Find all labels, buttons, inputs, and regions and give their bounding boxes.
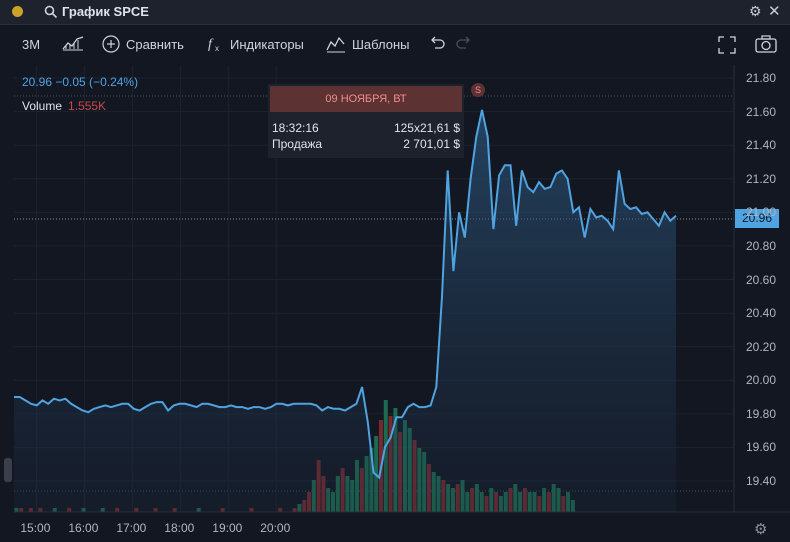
y-axis-label: 20.00 [746, 373, 777, 388]
fullscreen-button[interactable] [718, 36, 736, 54]
y-axis-label: 21.40 [746, 138, 777, 153]
scroll-handle[interactable] [4, 458, 12, 482]
undo-icon [431, 36, 445, 49]
close-icon[interactable]: ✕ [768, 3, 781, 20]
y-axis-label: 20.20 [746, 339, 777, 354]
area-chart-icon [62, 36, 84, 51]
redo-icon [456, 36, 470, 49]
price-legend: 20.96 −0.05 (−0.24%) [22, 75, 139, 89]
plus-circle-icon [102, 35, 120, 53]
redo-button[interactable] [456, 36, 472, 50]
compare-label: Сравнить [126, 36, 184, 52]
tooltip-date: 09 НОЯБРЯ, ВТ [270, 86, 462, 112]
x-axis-label: 19:00 [212, 521, 243, 535]
indicators-label: Индикаторы [230, 36, 304, 52]
chart-type-button[interactable] [62, 35, 84, 51]
y-axis-label: 21.00 [746, 205, 777, 220]
screenshot-button[interactable] [755, 35, 777, 53]
y-axis-label: 20.80 [746, 238, 777, 253]
x-axis-label: 20:00 [260, 521, 291, 535]
x-axis-label: 18:00 [164, 521, 195, 535]
undo-button[interactable] [429, 36, 445, 50]
tooltip-row-side: Продажа 2 701,01 $ [272, 137, 460, 151]
price-line [14, 109, 677, 480]
price-area [14, 109, 676, 513]
y-axis-label: 19.40 [746, 474, 777, 488]
volume-legend-label: Volume [22, 99, 63, 113]
templates-button[interactable]: Шаблоны [326, 35, 410, 53]
sell-marker[interactable]: S [471, 83, 485, 97]
interval-label: 3М [22, 37, 41, 52]
tooltip-time: 18:32:16 [272, 121, 319, 135]
y-axis-label: 19.80 [746, 406, 777, 421]
status-dot [12, 6, 23, 17]
chart-toolbar: 3М Сравнить f x Индикаторы Шаблоны [0, 25, 790, 65]
fullscreen-icon [718, 36, 736, 54]
x-axis-label: 17:00 [116, 521, 147, 535]
svg-text:x: x [215, 44, 219, 53]
tooltip-row-time: 18:32:16 125x21,61 $ [272, 121, 460, 135]
y-axis-label: 21.20 [746, 171, 777, 186]
y-axis-label: 21.60 [746, 104, 777, 119]
x-axis-label: 15:00 [20, 521, 51, 535]
compare-button[interactable]: Сравнить [102, 35, 184, 53]
price-chart[interactable] [0, 65, 790, 542]
y-axis-label: 19.60 [746, 440, 777, 455]
volume-legend-value: 1.555K [68, 99, 107, 113]
interval-button[interactable]: 3М [22, 37, 40, 52]
current-price-tag: 20.96 [735, 209, 779, 228]
settings-icon[interactable]: ⚙ [754, 521, 768, 538]
function-icon: f x [208, 37, 219, 53]
tooltip-total: 2 701,01 $ [403, 137, 460, 151]
trade-tooltip: 09 НОЯБРЯ, ВТ 18:32:16 125x21,61 $ Прода… [268, 84, 464, 158]
templates-icon [326, 36, 345, 53]
indicators-button[interactable]: f x Индикаторы [206, 35, 304, 54]
search-icon[interactable] [44, 5, 58, 19]
volume-legend: Volume 1.555K [22, 99, 106, 113]
svg-text:f: f [208, 37, 214, 52]
y-axis-label: 20.40 [746, 306, 777, 321]
gear-icon[interactable]: ⚙ [749, 3, 762, 19]
window-titlebar: График SPCE ⚙ ✕ [0, 0, 790, 25]
camera-icon [755, 35, 777, 53]
tooltip-qty-price: 125x21,61 $ [393, 121, 460, 135]
window-title[interactable]: График SPCE [62, 4, 149, 19]
y-axis-label: 21.80 [746, 71, 777, 85]
tooltip-side: Продажа [272, 137, 323, 151]
templates-label: Шаблоны [352, 36, 410, 52]
y-axis-label: 20.60 [746, 272, 777, 287]
x-axis-label: 16:00 [68, 521, 99, 535]
